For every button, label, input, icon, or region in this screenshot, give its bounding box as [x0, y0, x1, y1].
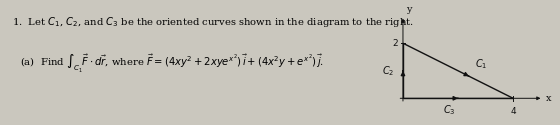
Text: x: x: [546, 94, 552, 103]
Text: y: y: [405, 5, 411, 14]
Text: 2: 2: [393, 39, 398, 48]
Text: 1.  Let $C_1$, $C_2$, and $C_3$ be the oriented curves shown in the diagram to t: 1. Let $C_1$, $C_2$, and $C_3$ be the or…: [12, 15, 413, 29]
Text: $C_3$: $C_3$: [444, 103, 456, 117]
Text: (a)  Find $\int_{C_1} \vec{F} \cdot d\vec{r}$, where $\vec{F} = (4xy^2 + 2xye^{x: (a) Find $\int_{C_1} \vec{F} \cdot d\vec…: [20, 52, 324, 75]
Text: 4: 4: [510, 107, 516, 116]
Text: $C_1$: $C_1$: [475, 57, 488, 71]
Text: $C_2$: $C_2$: [382, 64, 394, 78]
